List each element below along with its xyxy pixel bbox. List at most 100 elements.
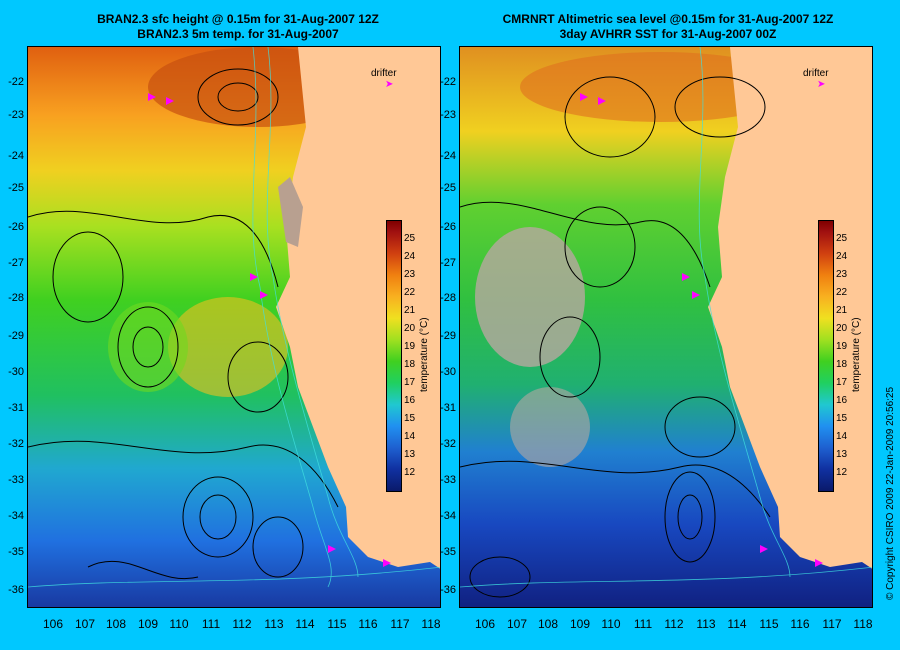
colorbar-tick: 13 — [404, 449, 416, 460]
lat-tick: -32 — [440, 438, 456, 450]
lat-tick: -28 — [8, 292, 24, 304]
lon-tick: 115 — [759, 617, 779, 631]
lat-tick: -24 — [440, 150, 456, 162]
drifter-legend-label: drifter — [371, 68, 397, 79]
lon-tick: 109 — [137, 617, 159, 631]
colorbar-tick: 17 — [836, 377, 848, 388]
left-title-line2: BRAN2.3 5m temp. for 31-Aug-2007 — [137, 27, 339, 41]
lon-tick: 112 — [232, 617, 252, 631]
right-title-line2: 3day AVHRR SST for 31-Aug-2007 00Z — [559, 27, 777, 41]
altimetric-contours — [460, 76, 771, 598]
colorbar-tick: 18 — [404, 359, 416, 370]
lon-tick: 113 — [264, 617, 284, 631]
lat-tick: -30 — [440, 366, 456, 378]
lat-tick: -29 — [440, 330, 456, 342]
lat-tick: -35 — [8, 546, 24, 558]
lat-tick: -26 — [8, 221, 24, 233]
lat-tick: -30 — [8, 366, 24, 378]
lat-tick: -36 — [8, 584, 24, 596]
lon-tick: 110 — [169, 617, 189, 631]
lat-tick: -34 — [8, 510, 24, 522]
lat-tick: -31 — [440, 402, 456, 414]
lat-tick: -25 — [8, 182, 24, 194]
sea-level-contours — [28, 68, 339, 580]
colorbar-tick: 17 — [404, 377, 416, 388]
lat-tick: -27 — [440, 257, 456, 269]
colorbar-tick: 16 — [404, 395, 416, 406]
colorbar-unit-label: temperature (°C) — [419, 317, 430, 392]
lon-tick: 117 — [390, 617, 410, 631]
lat-tick: -24 — [8, 150, 24, 162]
colorbar-tick: 20 — [404, 323, 416, 334]
lat-tick: -32 — [8, 438, 24, 450]
lat-tick: -27 — [8, 257, 24, 269]
lat-tick: -31 — [8, 402, 24, 414]
lat-tick: -23 — [440, 109, 456, 121]
colorbar-tick: 15 — [836, 413, 848, 424]
colorbar-tick: 24 — [404, 251, 416, 262]
left-title-line1: BRAN2.3 sfc height @ 0.15m for 31-Aug-20… — [97, 12, 379, 26]
bathymetry-contours — [460, 47, 872, 588]
lon-tick: 109 — [569, 617, 591, 631]
colorbar-tick: 21 — [836, 305, 848, 316]
lon-tick: 106 — [42, 617, 64, 631]
colorbar-tick: 18 — [836, 359, 848, 370]
drifter-arrow-icon: ➤ — [385, 79, 394, 90]
lon-tick: 115 — [327, 617, 347, 631]
colorbar-tick: 21 — [404, 305, 416, 316]
colorbar-tick: 14 — [404, 431, 416, 442]
drifter-legend: drifter ➤ — [803, 68, 829, 90]
colorbar-tick: 12 — [836, 467, 848, 478]
left-panel-title: BRAN2.3 sfc height @ 0.15m for 31-Aug-20… — [18, 12, 458, 42]
colorbar-tick: 15 — [404, 413, 416, 424]
colorbar-tick: 14 — [836, 431, 848, 442]
lon-tick: 117 — [822, 617, 842, 631]
copyright-notice: © Copyright CSIRO 2009 22-Jan-2009 20:56… — [885, 386, 896, 600]
lat-tick: -26 — [440, 221, 456, 233]
lon-tick: 112 — [664, 617, 684, 631]
colorbar-tick: 23 — [404, 269, 416, 280]
lat-tick: -23 — [8, 109, 24, 121]
right-panel-title: CMRNRT Altimetric sea level @0.15m for 3… — [448, 12, 888, 42]
colorbar-tick: 12 — [404, 467, 416, 478]
left-temperature-colorbar — [386, 220, 402, 492]
lat-tick: -22 — [440, 76, 456, 88]
lon-tick: 108 — [537, 617, 559, 631]
colorbar-tick: 22 — [836, 287, 848, 298]
drifter-tracks — [148, 93, 391, 567]
lat-tick: -22 — [8, 76, 24, 88]
lon-tick: 114 — [295, 617, 315, 631]
lat-tick: -35 — [440, 546, 456, 558]
colorbar-tick: 13 — [836, 449, 848, 460]
colorbar-tick: 25 — [836, 233, 848, 244]
satellite-sst-field — [460, 47, 872, 607]
lon-tick: 107 — [74, 617, 96, 631]
lon-tick: 110 — [601, 617, 621, 631]
lat-tick: -33 — [440, 474, 456, 486]
lat-tick: -33 — [8, 474, 24, 486]
colorbar-tick: 16 — [836, 395, 848, 406]
lon-tick: 106 — [474, 617, 496, 631]
lat-tick: -36 — [440, 584, 456, 596]
lon-tick: 118 — [421, 617, 441, 631]
lon-tick: 108 — [105, 617, 127, 631]
lat-tick: -34 — [440, 510, 456, 522]
lat-tick: -28 — [440, 292, 456, 304]
right-title-line1: CMRNRT Altimetric sea level @0.15m for 3… — [502, 12, 834, 26]
lon-tick: 118 — [853, 617, 873, 631]
lat-tick: -29 — [8, 330, 24, 342]
drifter-legend: drifter ➤ — [371, 68, 397, 90]
drifter-tracks — [580, 93, 823, 567]
drifter-legend-label: drifter — [803, 68, 829, 79]
colorbar-tick: 19 — [836, 341, 848, 352]
model-sst-field — [28, 47, 440, 607]
lon-tick: 116 — [358, 617, 378, 631]
colorbar-tick: 22 — [404, 287, 416, 298]
lon-tick: 114 — [727, 617, 747, 631]
colorbar-tick: 19 — [404, 341, 416, 352]
colorbar-tick: 25 — [404, 233, 416, 244]
model-sst-map: drifter ➤ — [27, 46, 441, 608]
satellite-sst-map: drifter ➤ — [459, 46, 873, 608]
drifter-arrow-icon: ➤ — [817, 79, 826, 90]
colorbar-tick: 20 — [836, 323, 848, 334]
